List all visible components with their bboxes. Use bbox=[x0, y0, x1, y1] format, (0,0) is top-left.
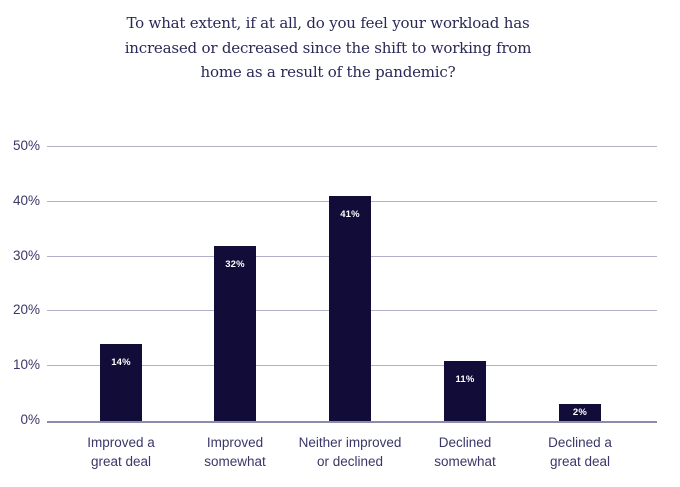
y-tick-label-10: 10% bbox=[12, 357, 40, 372]
bar-value-label: 11% bbox=[455, 374, 475, 385]
y-tick-label-50: 50% bbox=[12, 138, 40, 153]
category-label-line: Improved bbox=[206, 435, 264, 450]
chart-title-line: increased or decreased since the shift t… bbox=[124, 38, 532, 57]
bar-declined-somewhat: 11% bbox=[444, 361, 486, 421]
category-label-line: somewhat bbox=[204, 454, 266, 469]
category-label-declined-somewhat: Declined somewhat bbox=[397, 433, 533, 471]
category-label-line: great deal bbox=[549, 454, 611, 469]
x-axis: Improved a great deal Improved somewhat Neit… bbox=[47, 433, 657, 477]
category-label-line: Declined bbox=[438, 435, 492, 450]
x-axis-baseline bbox=[47, 421, 657, 423]
y-axis: 0% 10% 20% 30% 40% 50% bbox=[0, 138, 40, 427]
category-label-improved-somewhat: Improved somewhat bbox=[167, 433, 303, 471]
y-tick-label-30: 30% bbox=[12, 248, 40, 263]
category-label-line: or declined bbox=[316, 454, 384, 469]
category-label-neither-improved-or-declined: Neither improved or declined bbox=[282, 433, 418, 471]
bar-neither-improved-or-declined: 41% bbox=[329, 196, 371, 421]
category-label-declined-a-great-deal: Declined a great deal bbox=[512, 433, 648, 471]
chart-title-line: To what extent, if at all, do you feel y… bbox=[126, 14, 530, 32]
category-label-line: Improved a bbox=[87, 435, 155, 450]
category-label-line: Neither improved bbox=[298, 435, 402, 450]
bar-value-label: 14% bbox=[111, 357, 131, 368]
bar-value-label: 2% bbox=[572, 407, 588, 418]
bar-value-label: 32% bbox=[225, 259, 245, 270]
bar-improved-somewhat: 32% bbox=[214, 246, 256, 421]
plot-area: 14% 32% 41% 11% 2% bbox=[47, 146, 657, 423]
bar-improved-a-great-deal: 14% bbox=[100, 344, 142, 421]
category-label-improved-a-great-deal: Improved a great deal bbox=[53, 433, 189, 471]
y-tick-label-40: 40% bbox=[12, 193, 40, 208]
chart-title: To what extent, if at all, do you feel y… bbox=[0, 11, 656, 85]
y-tick-label-0: 0% bbox=[20, 412, 40, 427]
gridline-50 bbox=[47, 146, 657, 147]
category-label-line: Declined a bbox=[548, 435, 612, 450]
category-label-line: somewhat bbox=[434, 454, 496, 469]
category-label-line: great deal bbox=[90, 454, 152, 469]
chart-title-line: home as a result of the pandemic? bbox=[200, 63, 456, 81]
y-tick-label-20: 20% bbox=[12, 302, 40, 317]
bar-declined-a-great-deal: 2% bbox=[559, 404, 601, 421]
bar-value-label: 41% bbox=[340, 209, 360, 220]
